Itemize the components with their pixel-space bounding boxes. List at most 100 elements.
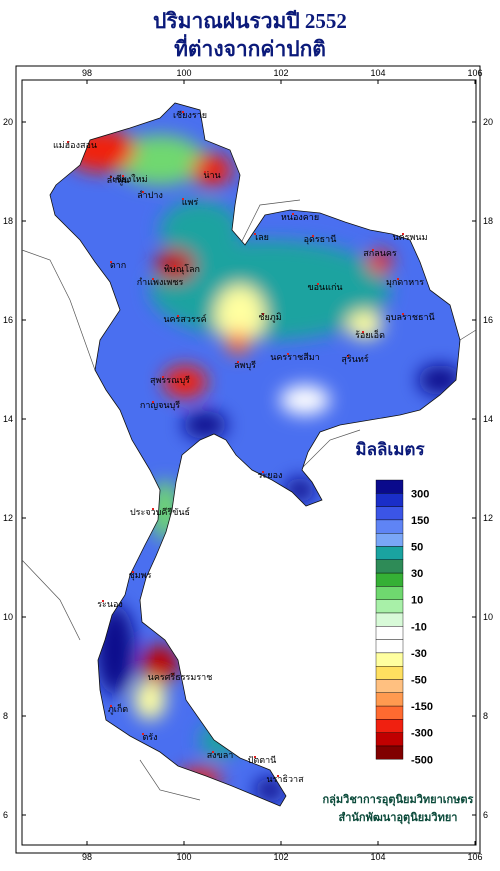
province-label: นครพนม xyxy=(392,232,427,242)
province-marker xyxy=(122,175,124,177)
province-marker xyxy=(212,751,214,753)
province-label: ระนอง xyxy=(97,599,123,609)
province-label: ขอนแก่น xyxy=(307,282,342,292)
lat-tick-label: 18 xyxy=(483,216,493,226)
outer-frame xyxy=(15,65,481,854)
province-label: แม่ฮ่องสอน xyxy=(53,140,97,150)
province-label: น่าน xyxy=(203,170,220,180)
province-label: ชัยภูมิ xyxy=(258,312,281,323)
lat-tick-label: 16 xyxy=(3,315,13,325)
legend-swatch xyxy=(375,612,404,627)
province-marker xyxy=(204,171,206,173)
lat-tick-label: 6 xyxy=(3,810,8,820)
legend-label: -500 xyxy=(411,754,433,766)
legend-label: -300 xyxy=(411,728,433,740)
legend-title: มิลลิเมตร xyxy=(355,440,425,459)
province-label: มุกดาหาร xyxy=(386,277,424,288)
province-marker xyxy=(347,355,349,357)
legend-swatch xyxy=(375,519,404,534)
lat-tick-label: 8 xyxy=(3,711,8,721)
province-marker xyxy=(174,265,176,267)
legend-swatch xyxy=(375,639,404,654)
province-marker xyxy=(177,315,179,317)
legend-swatch xyxy=(375,586,404,600)
province-marker xyxy=(402,233,404,235)
lon-tick-label: 102 xyxy=(273,68,288,78)
legend-swatch xyxy=(375,732,404,747)
legend-swatch xyxy=(375,493,404,507)
lat-tick-label: 20 xyxy=(3,117,13,127)
lat-tick-label: 18 xyxy=(3,216,13,226)
legend-swatch xyxy=(375,559,404,574)
province-marker xyxy=(152,401,154,403)
province-marker xyxy=(397,278,399,280)
province-marker xyxy=(237,361,239,363)
province-marker xyxy=(152,508,154,510)
province-label: นครศรีธรรมราช xyxy=(148,672,213,682)
legend-swatch xyxy=(375,533,404,547)
province-label: ลำปาง xyxy=(137,190,163,200)
legend-swatch xyxy=(375,692,404,707)
credit: สำนักพัฒนาอุตุนิยมวิทยา xyxy=(339,811,458,825)
province-marker xyxy=(254,756,256,758)
lat-tick-label: 6 xyxy=(483,810,488,820)
province-label: สกลนคร xyxy=(363,248,397,258)
credit: กลุ่มวิชาการอุตุนิยมวิทยาเกษตร xyxy=(323,793,474,807)
lon-tick-label: 100 xyxy=(176,68,191,78)
legend-swatch xyxy=(375,745,404,760)
province-marker xyxy=(362,331,364,333)
legend-label: -150 xyxy=(411,701,433,713)
lon-tick-label: 104 xyxy=(370,68,385,78)
province-marker xyxy=(254,233,256,235)
province-marker xyxy=(110,705,112,707)
province-label: ชุมพร xyxy=(129,570,152,581)
province-label: เชียงราย xyxy=(173,110,207,120)
province-label: เชียงใหม่ xyxy=(112,174,147,184)
lon-tick-label: 100 xyxy=(176,852,191,862)
province-label: ตาก xyxy=(110,260,126,270)
province-label: สุรินทร์ xyxy=(341,353,368,365)
lat-tick-label: 10 xyxy=(483,612,493,622)
legend-swatch xyxy=(375,679,404,694)
lon-tick-label: 98 xyxy=(82,68,92,78)
legend-label: 50 xyxy=(411,542,423,554)
province-label: แพร่ xyxy=(182,197,199,207)
province-marker xyxy=(182,111,184,113)
legend-swatch xyxy=(375,599,404,614)
legend-swatch xyxy=(375,479,404,494)
province-marker xyxy=(182,198,184,200)
province-marker xyxy=(262,313,264,315)
province-marker xyxy=(287,353,289,355)
lat-tick-label: 12 xyxy=(3,513,13,523)
province-label: ตรัง xyxy=(142,732,157,742)
province-label: นราธิวาส xyxy=(266,774,304,784)
province-marker xyxy=(277,775,279,777)
province-label: นครสวรรค์ xyxy=(163,313,206,324)
lon-tick-label: 98 xyxy=(82,852,92,862)
lon-tick-label: 104 xyxy=(370,852,385,862)
lat-tick-label: 14 xyxy=(3,414,13,424)
lat-tick-label: 8 xyxy=(483,711,488,721)
province-marker xyxy=(67,141,69,143)
province-label: ปัตตานี xyxy=(248,755,277,765)
lat-tick-label: 14 xyxy=(483,414,493,424)
province-marker xyxy=(402,313,404,315)
province-label: ประจวบคีรีขันธ์ xyxy=(130,506,190,517)
province-label: ระยอง xyxy=(258,470,283,480)
province-label: หนองคาย xyxy=(281,212,319,222)
province-label: นครราชสีมา xyxy=(270,352,319,362)
legend-label: 150 xyxy=(411,515,429,527)
lat-tick-label: 16 xyxy=(483,315,493,325)
province-label: ลำพูน xyxy=(107,175,130,186)
legend-label: -30 xyxy=(411,648,427,660)
province-marker xyxy=(162,376,164,378)
province-label: ลพบุรี xyxy=(234,360,256,371)
legend-label: 30 xyxy=(411,568,423,580)
legend-label: 300 xyxy=(411,488,429,500)
province-marker xyxy=(317,283,319,285)
legend-label: -50 xyxy=(411,675,427,687)
province-marker xyxy=(262,471,264,473)
neighbor-borders xyxy=(21,199,477,801)
legend-label: -10 xyxy=(411,621,427,633)
